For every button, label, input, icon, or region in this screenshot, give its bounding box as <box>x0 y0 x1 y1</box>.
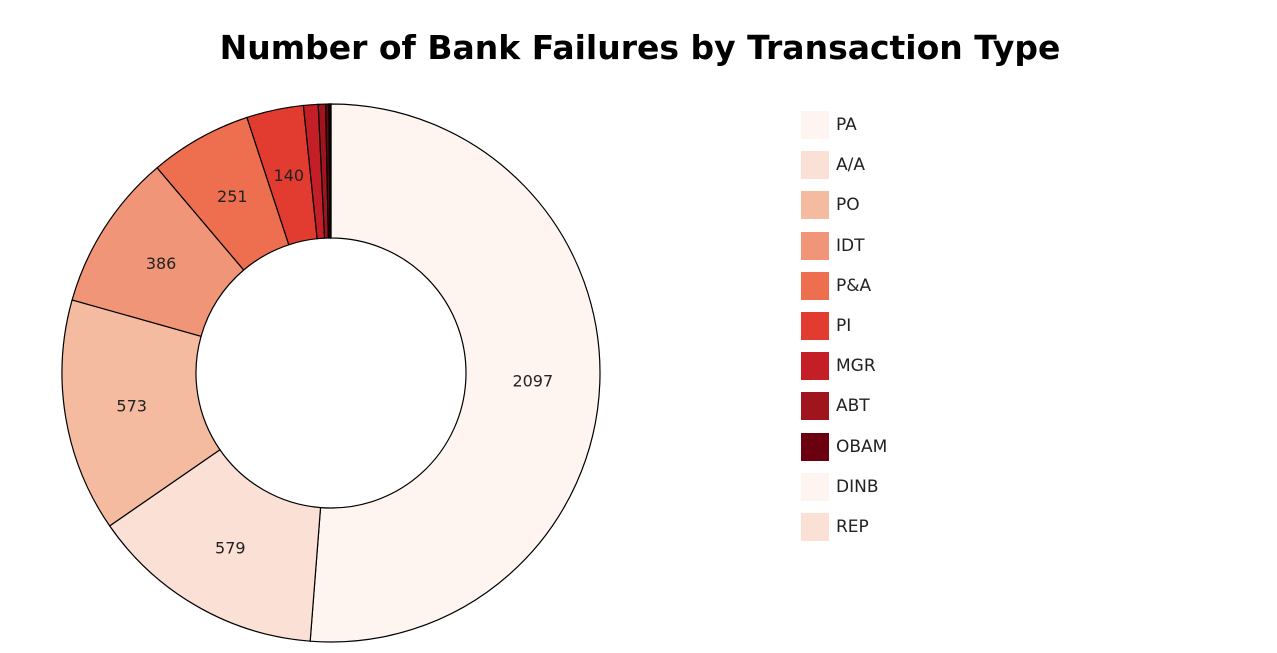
legend-swatch <box>801 312 829 341</box>
legend-item[interactable]: ABT <box>801 386 887 426</box>
legend-item[interactable]: IDT <box>801 226 887 266</box>
legend-swatch <box>801 472 829 501</box>
slices-group <box>61 103 601 643</box>
legend-label: ABT <box>836 396 870 417</box>
legend-swatch <box>801 191 829 220</box>
legend-item[interactable]: PA <box>801 105 887 145</box>
slice-po <box>61 299 221 527</box>
slice-a-a <box>108 448 322 642</box>
slice-value-label: 140 <box>274 166 305 185</box>
legend-item[interactable]: OBAM <box>801 427 887 467</box>
legend-item[interactable]: P&A <box>801 266 887 306</box>
legend-label: DINB <box>836 476 879 497</box>
chart-title: Number of Bank Failures by Transaction T… <box>219 28 1061 67</box>
legend-swatch <box>801 352 829 381</box>
legend-label: PO <box>836 195 860 216</box>
labels-group: 2097 579 573 386 251 140 <box>116 166 553 558</box>
legend-item[interactable]: PO <box>801 185 887 225</box>
legend-label: REP <box>836 516 869 537</box>
legend-label: A/A <box>836 155 865 176</box>
legend-swatch <box>801 151 829 180</box>
legend: PA A/A PO IDT P&A PI MGR ABT OBAM DINB REP <box>801 105 887 547</box>
slice-rep <box>329 103 332 239</box>
legend-swatch <box>801 432 829 461</box>
legend-item[interactable]: PI <box>801 306 887 346</box>
legend-label: IDT <box>836 235 865 256</box>
slice-value-label: 251 <box>217 187 248 206</box>
legend-item[interactable]: DINB <box>801 467 887 507</box>
slice-value-label: 2097 <box>512 371 553 390</box>
legend-item[interactable]: MGR <box>801 346 887 386</box>
slice-value-label: 386 <box>146 254 177 273</box>
legend-label: PA <box>836 115 857 136</box>
legend-swatch <box>801 392 829 421</box>
slice-value-label: 579 <box>215 539 246 558</box>
legend-item[interactable]: A/A <box>801 145 887 185</box>
legend-swatch <box>801 111 829 140</box>
slice-value-label: 573 <box>116 397 147 416</box>
legend-swatch <box>801 512 829 541</box>
legend-swatch <box>801 271 829 300</box>
legend-swatch <box>801 231 829 260</box>
slice-pa <box>309 103 601 643</box>
legend-label: PI <box>836 316 852 337</box>
legend-item[interactable]: REP <box>801 507 887 547</box>
legend-label: P&A <box>836 275 872 296</box>
legend-label: OBAM <box>836 436 888 457</box>
legend-label: MGR <box>836 356 876 377</box>
